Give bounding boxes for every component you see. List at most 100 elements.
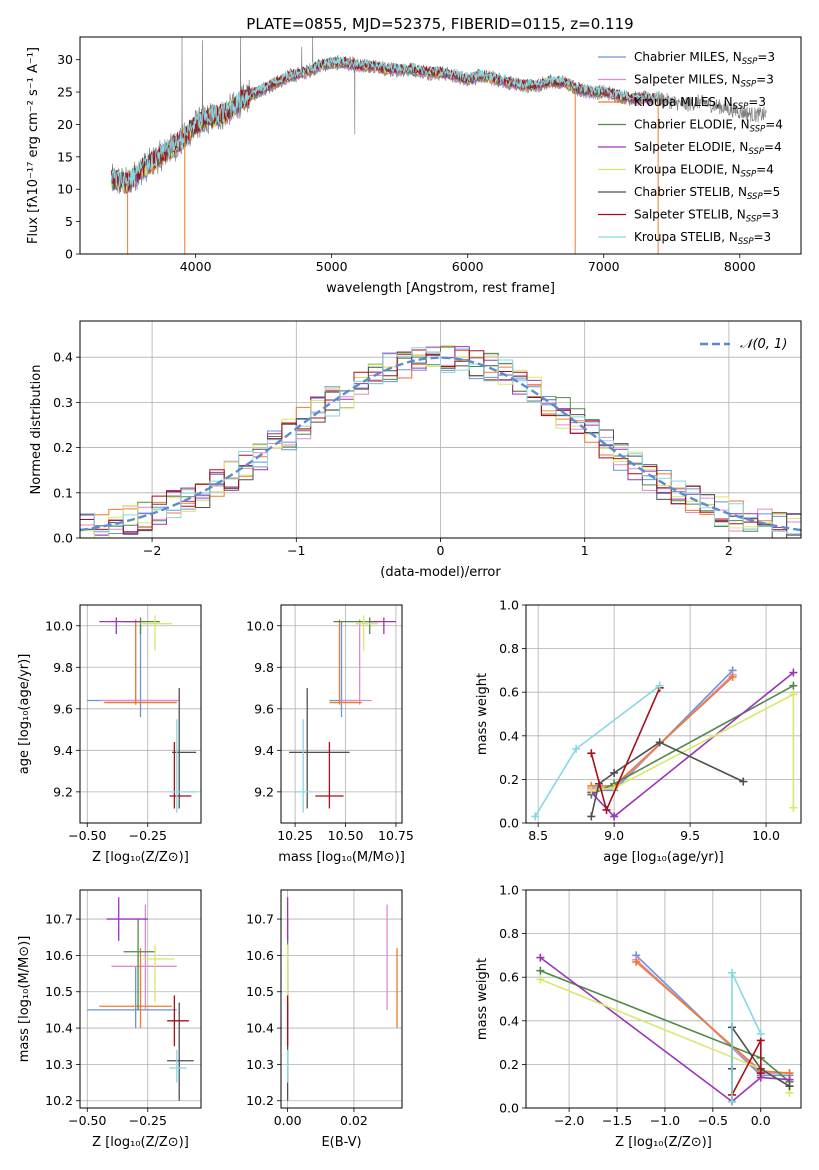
weight_vs_Z-ytick-label: 0.4 xyxy=(499,1013,519,1028)
mass_vs_Z-ytick-label: 10.7 xyxy=(45,912,73,927)
spectrum-frame xyxy=(79,36,802,255)
spectrum-xtick-label: 5000 xyxy=(316,259,348,274)
weight_vs_age-plot-area xyxy=(531,666,798,821)
residuals-ytick-label: 0.0 xyxy=(53,531,73,546)
age_vs_mass-plot-area xyxy=(289,615,396,813)
spectrum-legend: Chabrier MILES, NSSP=3 Salpeter MILES, NS… xyxy=(598,50,783,247)
weight_vs_age-marker-kroupa-stelib xyxy=(655,681,664,690)
age_vs_mass-xtick-label: 10.75 xyxy=(378,828,414,843)
weight_vs_Z-xtick-label: −2.0 xyxy=(554,1113,584,1128)
mass_vs_Z-plot-area xyxy=(87,897,194,1101)
age_vs_Z-xlabel: Z [log₁₀(Z/Z⊙)] xyxy=(92,850,189,865)
mass_vs_Z-ytick-label: 10.3 xyxy=(45,1057,73,1072)
age_vs_mass-frame xyxy=(280,604,403,824)
legend-label-chabrier-miles: Chabrier MILES, NSSP=3 xyxy=(634,50,775,67)
weight_vs_age-ytick-label: 0.4 xyxy=(499,728,519,743)
mass_vs_EBV-ytick-label: 10.4 xyxy=(246,1021,274,1036)
weight_vs_age-marker-kroupa-stelib xyxy=(531,812,540,821)
spectrum-ytick-label: 25 xyxy=(57,85,73,100)
weight_vs_age-marker-chabrier-elodie xyxy=(789,681,798,690)
age_vs_mass-ytick-label: 10.0 xyxy=(246,618,274,633)
spectrum-xtick-label: 8000 xyxy=(724,259,756,274)
age_vs_Z-ytick-label: 9.6 xyxy=(53,701,73,716)
weight_vs_age-xtick-label: 10.0 xyxy=(752,828,780,843)
weight_vs_Z-xlabel: Z [log₁₀(Z/Z⊙)] xyxy=(615,1135,712,1150)
spectrum-ytick-label: 5 xyxy=(65,214,73,229)
age_vs_Z-xtick-label: −0.25 xyxy=(129,828,167,843)
weight_vs_Z-frame xyxy=(525,889,802,1109)
mass_vs_EBV-ytick-label: 10.3 xyxy=(246,1057,274,1072)
mass_vs_EBV-panel: 0.00 0.02 10.2 10.3 10.4 10.5 10.6 10.7 E(B-V) xyxy=(246,889,403,1150)
weight_vs_Z-ytick-label: 0.8 xyxy=(499,926,519,941)
residuals-xtick-label: −1 xyxy=(287,543,305,558)
weight_vs_Z-ytick-label: 1.0 xyxy=(499,883,519,898)
weight_vs_age-xtick-label: 8.5 xyxy=(528,828,548,843)
weight_vs_age-marker-kroupa-stelib xyxy=(572,744,581,753)
legend-label-salpeter-stelib: Salpeter STELIB, NSSP=3 xyxy=(634,208,779,225)
spectrum-xtick-label: 6000 xyxy=(452,259,484,274)
mass_vs_Z-ytick-label: 10.2 xyxy=(45,1093,73,1108)
residuals-ytick-label: 0.1 xyxy=(53,485,73,500)
legend-label-chabrier-elodie: Chabrier ELODIE, NSSP=4 xyxy=(634,118,783,135)
mass_vs_Z-xtick-label: −0.25 xyxy=(129,1113,167,1128)
age_vs_Z-ytick-label: 9.8 xyxy=(53,660,73,675)
weight_vs_Z-marker-kroupa-miles xyxy=(632,957,641,966)
panels: 4000 5000 6000 7000 8000051015202530waveleng… xyxy=(17,36,802,1150)
spectrum-ytick-label: 20 xyxy=(57,117,73,132)
weight_vs_Z-marker-kroupa-stelib xyxy=(728,968,737,977)
residuals-xtick-label: 1 xyxy=(581,543,589,558)
legend-label-salpeter-miles: Salpeter MILES, NSSP=3 xyxy=(634,73,774,90)
mass_vs_EBV-plot-area xyxy=(286,897,398,1101)
residuals-ylabel: Normed distribution xyxy=(29,365,44,495)
residuals-hist-kroupa-stelib xyxy=(80,347,801,538)
legend-label-kroupa-miles: Kroupa MILES, NSSP=3 xyxy=(634,95,766,112)
spectrum-xlabel: wavelength [Angstrom, rest frame] xyxy=(326,281,555,296)
mass_vs_EBV-ytick-label: 10.5 xyxy=(246,984,274,999)
spectrum-xtick-label: 4000 xyxy=(180,259,212,274)
residuals-ytick-label: 0.3 xyxy=(53,395,73,410)
weight_vs_Z-ytick-label: 0.2 xyxy=(499,1057,519,1072)
weight_vs_Z-marker-salpeter-stelib xyxy=(756,1069,765,1078)
weight_vs_age-marker-chabrier-stelib xyxy=(587,812,596,821)
age_vs_mass-ytick-label: 9.8 xyxy=(254,660,274,675)
age_vs_Z-ylabel: age [log₁₀(age/yr)] xyxy=(17,654,32,775)
age_vs_mass-xtick-label: 10.25 xyxy=(277,828,313,843)
weight_vs_age-marker-chabrier-stelib xyxy=(655,738,664,747)
mass_vs_Z-xlabel: Z [log₁₀(Z/Z⊙)] xyxy=(92,1135,189,1150)
spectrum-ytick-label: 0 xyxy=(65,247,73,262)
legend-label-chabrier-stelib: Chabrier STELIB, NSSP=5 xyxy=(634,185,780,202)
weight_vs_age-ytick-label: 0.2 xyxy=(499,772,519,787)
residuals-xlabel: (data-model)/error xyxy=(380,565,501,580)
residuals-normal-curve xyxy=(80,356,801,532)
weight_vs_Z-marker-kroupa-stelib xyxy=(728,1097,737,1106)
weight_vs_Z-xtick-label: −1.0 xyxy=(650,1113,680,1128)
weight_vs_age-ytick-label: 0.8 xyxy=(499,641,519,656)
weight_vs_Z-marker-salpeter-elodie xyxy=(536,953,545,962)
weight_vs_Z-ytick-label: 0.6 xyxy=(499,970,519,985)
mass_vs_Z-ylabel: mass [log₁₀(M/M⊙)] xyxy=(17,936,32,1063)
spectrum-ytick-label: 15 xyxy=(57,149,73,164)
weight_vs_Z-ytick-label: 0.0 xyxy=(499,1101,519,1116)
weight_vs_age-marker-kroupa-miles xyxy=(728,672,737,681)
mass_vs_EBV-ytick-label: 10.7 xyxy=(246,912,274,927)
age_vs_Z-frame xyxy=(79,604,202,824)
age_vs_Z-panel: −0.50 −0.25 9.2 9.4 9.6 9.8 10.0 Z [log₁₀(Z/Z⊙)… xyxy=(17,604,202,865)
age_vs_mass-ytick-label: 9.4 xyxy=(254,743,274,758)
weight_vs_age-xtick-label: 9.5 xyxy=(680,828,700,843)
age_vs_mass-ytick-label: 9.6 xyxy=(254,701,274,716)
spectrum-model-kroupa-stelib xyxy=(110,56,659,191)
weight_vs_Z-xtick-label: −1.5 xyxy=(602,1113,632,1128)
weight_vs_Z-marker-chabrier-stelib xyxy=(785,1082,794,1091)
residuals-xtick-label: 2 xyxy=(725,543,733,558)
weight_vs_age-marker-chabrier-stelib xyxy=(610,768,619,777)
mass_vs_Z-xtick-label: −0.50 xyxy=(68,1113,106,1128)
mass_vs_EBV-xtick-label: 0.00 xyxy=(274,1113,302,1128)
weight_vs_age-xtick-label: 9.0 xyxy=(604,828,624,843)
residuals-legend-label: 𝒩(0, 1) xyxy=(740,337,787,352)
weight_vs_age-ylabel: mass weight xyxy=(475,673,490,755)
spectrum-ytick-label: 10 xyxy=(57,182,73,197)
mass_vs_Z-ytick-label: 10.6 xyxy=(45,948,73,963)
spectrum-panel: 4000 5000 6000 7000 8000 0 5 10 15 20 25 30 waveleng… xyxy=(26,36,802,296)
weight_vs_Z-marker-chabrier-elodie xyxy=(536,966,545,975)
weight_vs_age-marker-salpeter-stelib xyxy=(587,749,596,758)
